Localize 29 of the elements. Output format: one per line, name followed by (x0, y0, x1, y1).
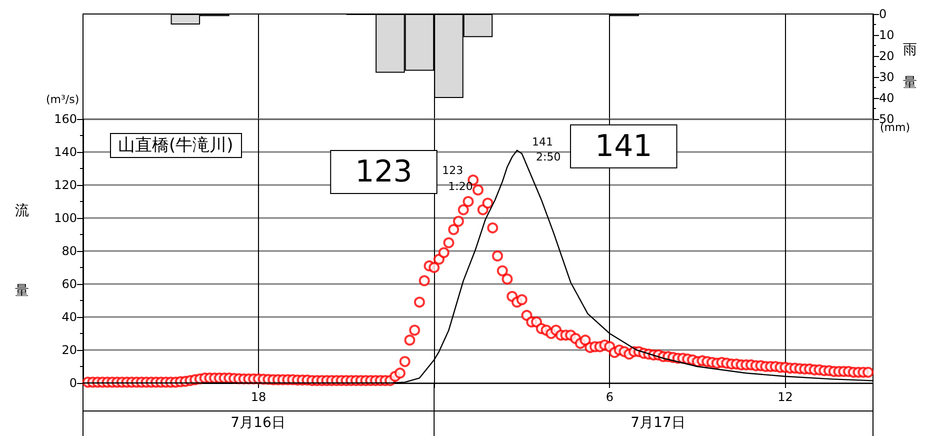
text: 雨量 (903, 42, 917, 90)
text: 7月17日 (630, 415, 686, 431)
annotation: 1:20 (448, 180, 473, 194)
y-tick-label: 0 (879, 7, 887, 21)
text: 7月16日 (230, 415, 286, 431)
y-tick-label: 140 (54, 145, 77, 159)
y-tick-label: 40 (879, 91, 894, 105)
x-tick-label: 6 (606, 390, 614, 404)
y-tick-label: 100 (54, 211, 77, 225)
y-tick-label: 0 (69, 376, 77, 390)
x-tick-label: 18 (250, 390, 266, 404)
y-tick-label: 40 (62, 310, 77, 324)
annotation: 123 (355, 154, 412, 190)
annotation: 123 (442, 164, 464, 178)
annotation: 2:50 (536, 150, 561, 164)
text: (m³/s) (46, 93, 80, 106)
annotation: 141 (595, 128, 652, 164)
y-tick-label: 160 (54, 112, 77, 126)
y-tick-label: 80 (62, 244, 77, 258)
y-tick-label: 20 (62, 343, 77, 357)
y-tick-label: 120 (54, 178, 77, 192)
y-tick-label: 20 (879, 49, 894, 63)
y-tick-label: 10 (879, 28, 894, 42)
y-tick-label: 60 (62, 277, 77, 291)
text: 流量 (15, 203, 29, 299)
annotation: 141 (532, 135, 554, 148)
text: 山直橋(牛滝川) (118, 136, 234, 156)
x-tick-label: 12 (778, 390, 793, 404)
y-tick-label: 30 (879, 70, 894, 84)
